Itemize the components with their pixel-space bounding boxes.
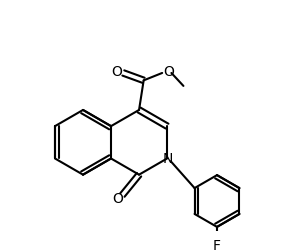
Text: O: O bbox=[112, 65, 122, 79]
Text: O: O bbox=[112, 191, 123, 205]
Text: O: O bbox=[163, 65, 174, 79]
Text: N: N bbox=[163, 152, 173, 166]
Text: F: F bbox=[213, 238, 221, 250]
